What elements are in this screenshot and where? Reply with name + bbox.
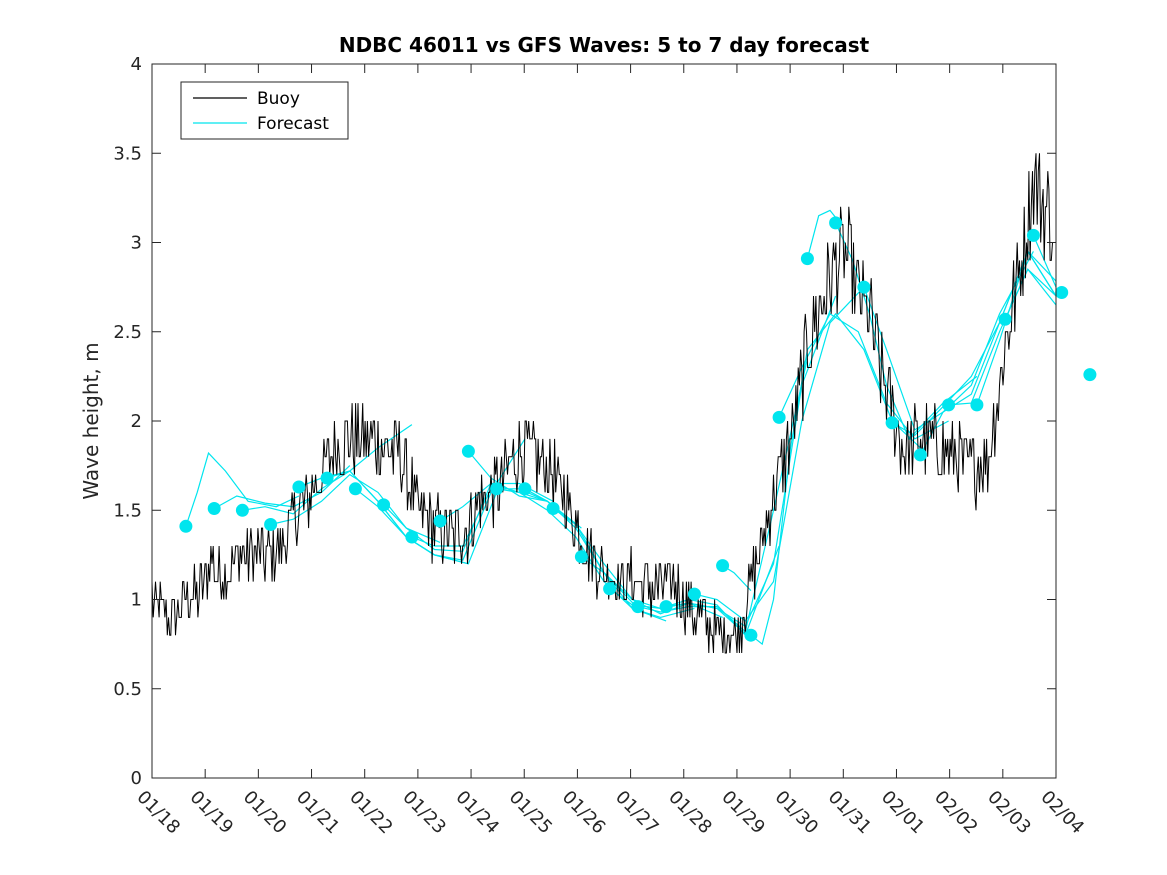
forecast-line-28 — [948, 268, 1056, 406]
forecast-marker-31 — [1026, 228, 1040, 242]
forecast-marker-33 — [1083, 368, 1097, 382]
forecast-marker-7 — [348, 482, 362, 496]
forecast-line-27 — [919, 250, 1056, 456]
forecast-marker-5 — [292, 480, 306, 494]
y-tick-label: 3.5 — [113, 143, 142, 164]
legend-box — [180, 81, 349, 140]
forecast-marker-17 — [631, 600, 645, 614]
legend-label-forecast: Forecast — [257, 114, 329, 134]
forecast-marker-23 — [800, 252, 814, 266]
forecast-marker-4 — [264, 518, 278, 531]
forecast-line-10 — [439, 482, 611, 582]
x-tick-label: 01/20 — [239, 787, 291, 839]
forecast-marker-27 — [913, 448, 927, 462]
forecast-line-29 — [976, 249, 1056, 406]
forecast-line-1 — [185, 451, 300, 527]
forecast-marker-25 — [857, 280, 871, 294]
x-tick-label: 02/04 — [1036, 787, 1088, 839]
forecast-marker-10 — [433, 514, 447, 528]
x-tick-label: 02/01 — [877, 787, 929, 839]
forecast-marker-24 — [829, 216, 843, 230]
y-tick-label: 0 — [131, 768, 142, 789]
y-tick-label: 4 — [131, 54, 142, 75]
forecast-marker-2 — [207, 502, 221, 515]
forecast-marker-20 — [716, 559, 730, 573]
y-tick-label: 1 — [131, 590, 142, 611]
forecast-marker-15 — [574, 550, 588, 564]
forecast-line-17 — [637, 358, 808, 633]
x-tick-label: 02/03 — [983, 787, 1035, 839]
y-tick-label: 2 — [131, 411, 142, 432]
x-tick-label: 01/28 — [664, 787, 716, 839]
forecast-marker-12 — [490, 482, 504, 496]
forecast-marker-18 — [659, 600, 673, 614]
y-tick-label: 1.5 — [113, 500, 142, 521]
x-tick-label: 01/29 — [717, 787, 769, 839]
x-tick-label: 01/23 — [398, 787, 450, 839]
forecast-line-31 — [1032, 235, 1056, 289]
forecast-marker-9 — [405, 530, 419, 544]
forecast-line-21 — [750, 312, 921, 646]
forecast-marker-19 — [687, 587, 701, 601]
forecast-marker-22 — [772, 410, 786, 424]
x-tick-label: 01/22 — [345, 787, 397, 839]
forecast-marker-6 — [320, 471, 334, 485]
forecast-marker-28 — [942, 398, 956, 412]
x-tick-label: 01/30 — [771, 787, 823, 839]
forecast-marker-3 — [235, 503, 249, 517]
forecast-marker-21 — [744, 628, 758, 642]
y-tick-label: 0.5 — [113, 679, 142, 700]
forecast-marker-1 — [179, 519, 193, 533]
forecast-marker-29 — [970, 398, 984, 412]
forecast-line-2 — [213, 465, 351, 510]
forecast-marker-32 — [1055, 286, 1069, 299]
x-tick-label: 01/31 — [824, 787, 876, 839]
x-tick-label: 01/19 — [186, 787, 238, 839]
legend-label-buoy: Buoy — [257, 89, 300, 109]
forecast-line-19 — [694, 286, 865, 622]
forecast-marker-26 — [885, 416, 899, 430]
plot-area — [152, 153, 1113, 654]
chart-title: NDBC 46011 vs GFS Waves: 5 to 7 day fore… — [339, 33, 870, 57]
forecast-marker-13 — [518, 482, 532, 496]
axes-box — [151, 63, 1057, 779]
x-tick-label: 01/26 — [558, 787, 610, 839]
forecast-marker-8 — [377, 498, 391, 512]
forecast-marker-30 — [998, 312, 1012, 326]
x-tick-label: 01/25 — [505, 787, 557, 839]
forecast-line-32 — [1062, 293, 1113, 436]
legend: Buoy Forecast — [180, 81, 349, 140]
y-tick-label: 3 — [131, 233, 142, 254]
x-tick-label: 01/18 — [132, 787, 184, 839]
forecast-marker-16 — [603, 582, 617, 596]
y-tick-label: 2.5 — [113, 322, 142, 343]
x-tick-label: 02/02 — [930, 787, 982, 839]
x-tick-label: 01/24 — [452, 787, 504, 839]
x-tick-label: 01/27 — [611, 787, 663, 839]
forecast-marker-14 — [546, 502, 560, 515]
y-axis-label: Wave height, m — [79, 342, 103, 499]
x-tick-label: 01/21 — [292, 787, 344, 839]
forecast-marker-11 — [461, 444, 475, 458]
forecast-line-33 — [1090, 375, 1113, 439]
